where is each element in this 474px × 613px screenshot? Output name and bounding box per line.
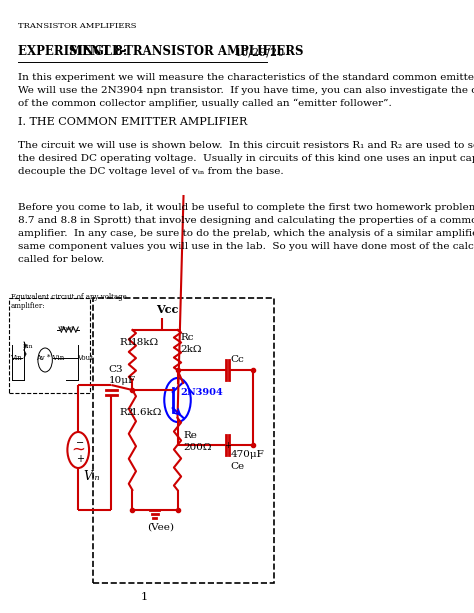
Text: 1.6kΩ: 1.6kΩ [131,408,163,417]
Text: of the common collector amplifier, usually called an “emitter follower”.: of the common collector amplifier, usual… [18,99,392,108]
Text: ~: ~ [71,441,85,459]
Text: Rout: Rout [60,326,75,331]
Text: 2kΩ: 2kΩ [181,345,202,354]
Text: +: + [76,454,84,464]
Text: 8.7 and 8.8 in Sprott) that involve designing and calculating the properties of : 8.7 and 8.8 in Sprott) that involve desi… [18,216,474,225]
Text: amplifier.  In any case, be sure to do the prelab, which the analysis of a simil: amplifier. In any case, be sure to do th… [18,229,474,238]
Text: 10/29/20: 10/29/20 [235,47,285,57]
Text: Equivalent circuit of any voltage
amplifier:: Equivalent circuit of any voltage amplif… [11,293,127,310]
Text: (Vee): (Vee) [147,523,174,532]
Text: decouple the DC voltage level of vᵢₙ from the base.: decouple the DC voltage level of vᵢₙ fro… [18,167,283,176]
Text: SINGLE-TRANSISTOR AMPLIFIERS: SINGLE-TRANSISTOR AMPLIFIERS [69,45,304,58]
Text: Av * Vin: Av * Vin [36,354,64,362]
Text: Before you come to lab, it would be useful to complete the first two homework pr: Before you come to lab, it would be usef… [18,203,474,212]
Text: Vcc: Vcc [156,304,179,315]
Text: In this experiment we will measure the characteristics of the standard common em: In this experiment we will measure the c… [18,73,474,82]
Text: −: − [76,438,84,448]
Text: TRANSISTOR AMPLIFIERS: TRANSISTOR AMPLIFIERS [18,22,137,30]
Text: Rc: Rc [181,333,194,342]
Text: Ce: Ce [230,462,245,471]
Text: Vout: Vout [77,354,93,362]
Text: Vᵢₙ: Vᵢₙ [83,470,100,483]
Text: We will use the 2N3904 npn transistor.  If you have time, you can also investiga: We will use the 2N3904 npn transistor. I… [18,86,474,95]
Text: Re: Re [183,431,197,440]
Text: I. THE COMMON EMITTER AMPLIFIER: I. THE COMMON EMITTER AMPLIFIER [18,117,247,127]
Text: 200Ω: 200Ω [183,443,212,452]
Text: C3: C3 [109,365,123,374]
Text: 470μF: 470μF [230,450,264,459]
Text: 1: 1 [140,592,147,602]
Text: R2: R2 [119,408,134,417]
Text: EXPERIMENT 8:: EXPERIMENT 8: [18,45,128,58]
Text: The circuit we will use is shown below.  In this circuit resistors R₁ and R₂ are: The circuit we will use is shown below. … [18,141,474,150]
Text: the desired DC operating voltage.  Usually in circuits of this kind one uses an : the desired DC operating voltage. Usuall… [18,154,474,163]
Text: same component values you will use in the lab.  So you will have done most of th: same component values you will use in th… [18,242,474,251]
Text: called for below.: called for below. [18,255,104,264]
Text: Vin: Vin [10,354,22,362]
Text: 18kΩ: 18kΩ [131,338,159,347]
Text: 2N3904: 2N3904 [181,388,223,397]
Text: Cc: Cc [230,355,244,364]
Text: 10μF: 10μF [109,376,136,385]
Text: +: + [224,441,231,450]
Text: R1: R1 [119,338,134,347]
Text: Rin: Rin [22,344,33,349]
